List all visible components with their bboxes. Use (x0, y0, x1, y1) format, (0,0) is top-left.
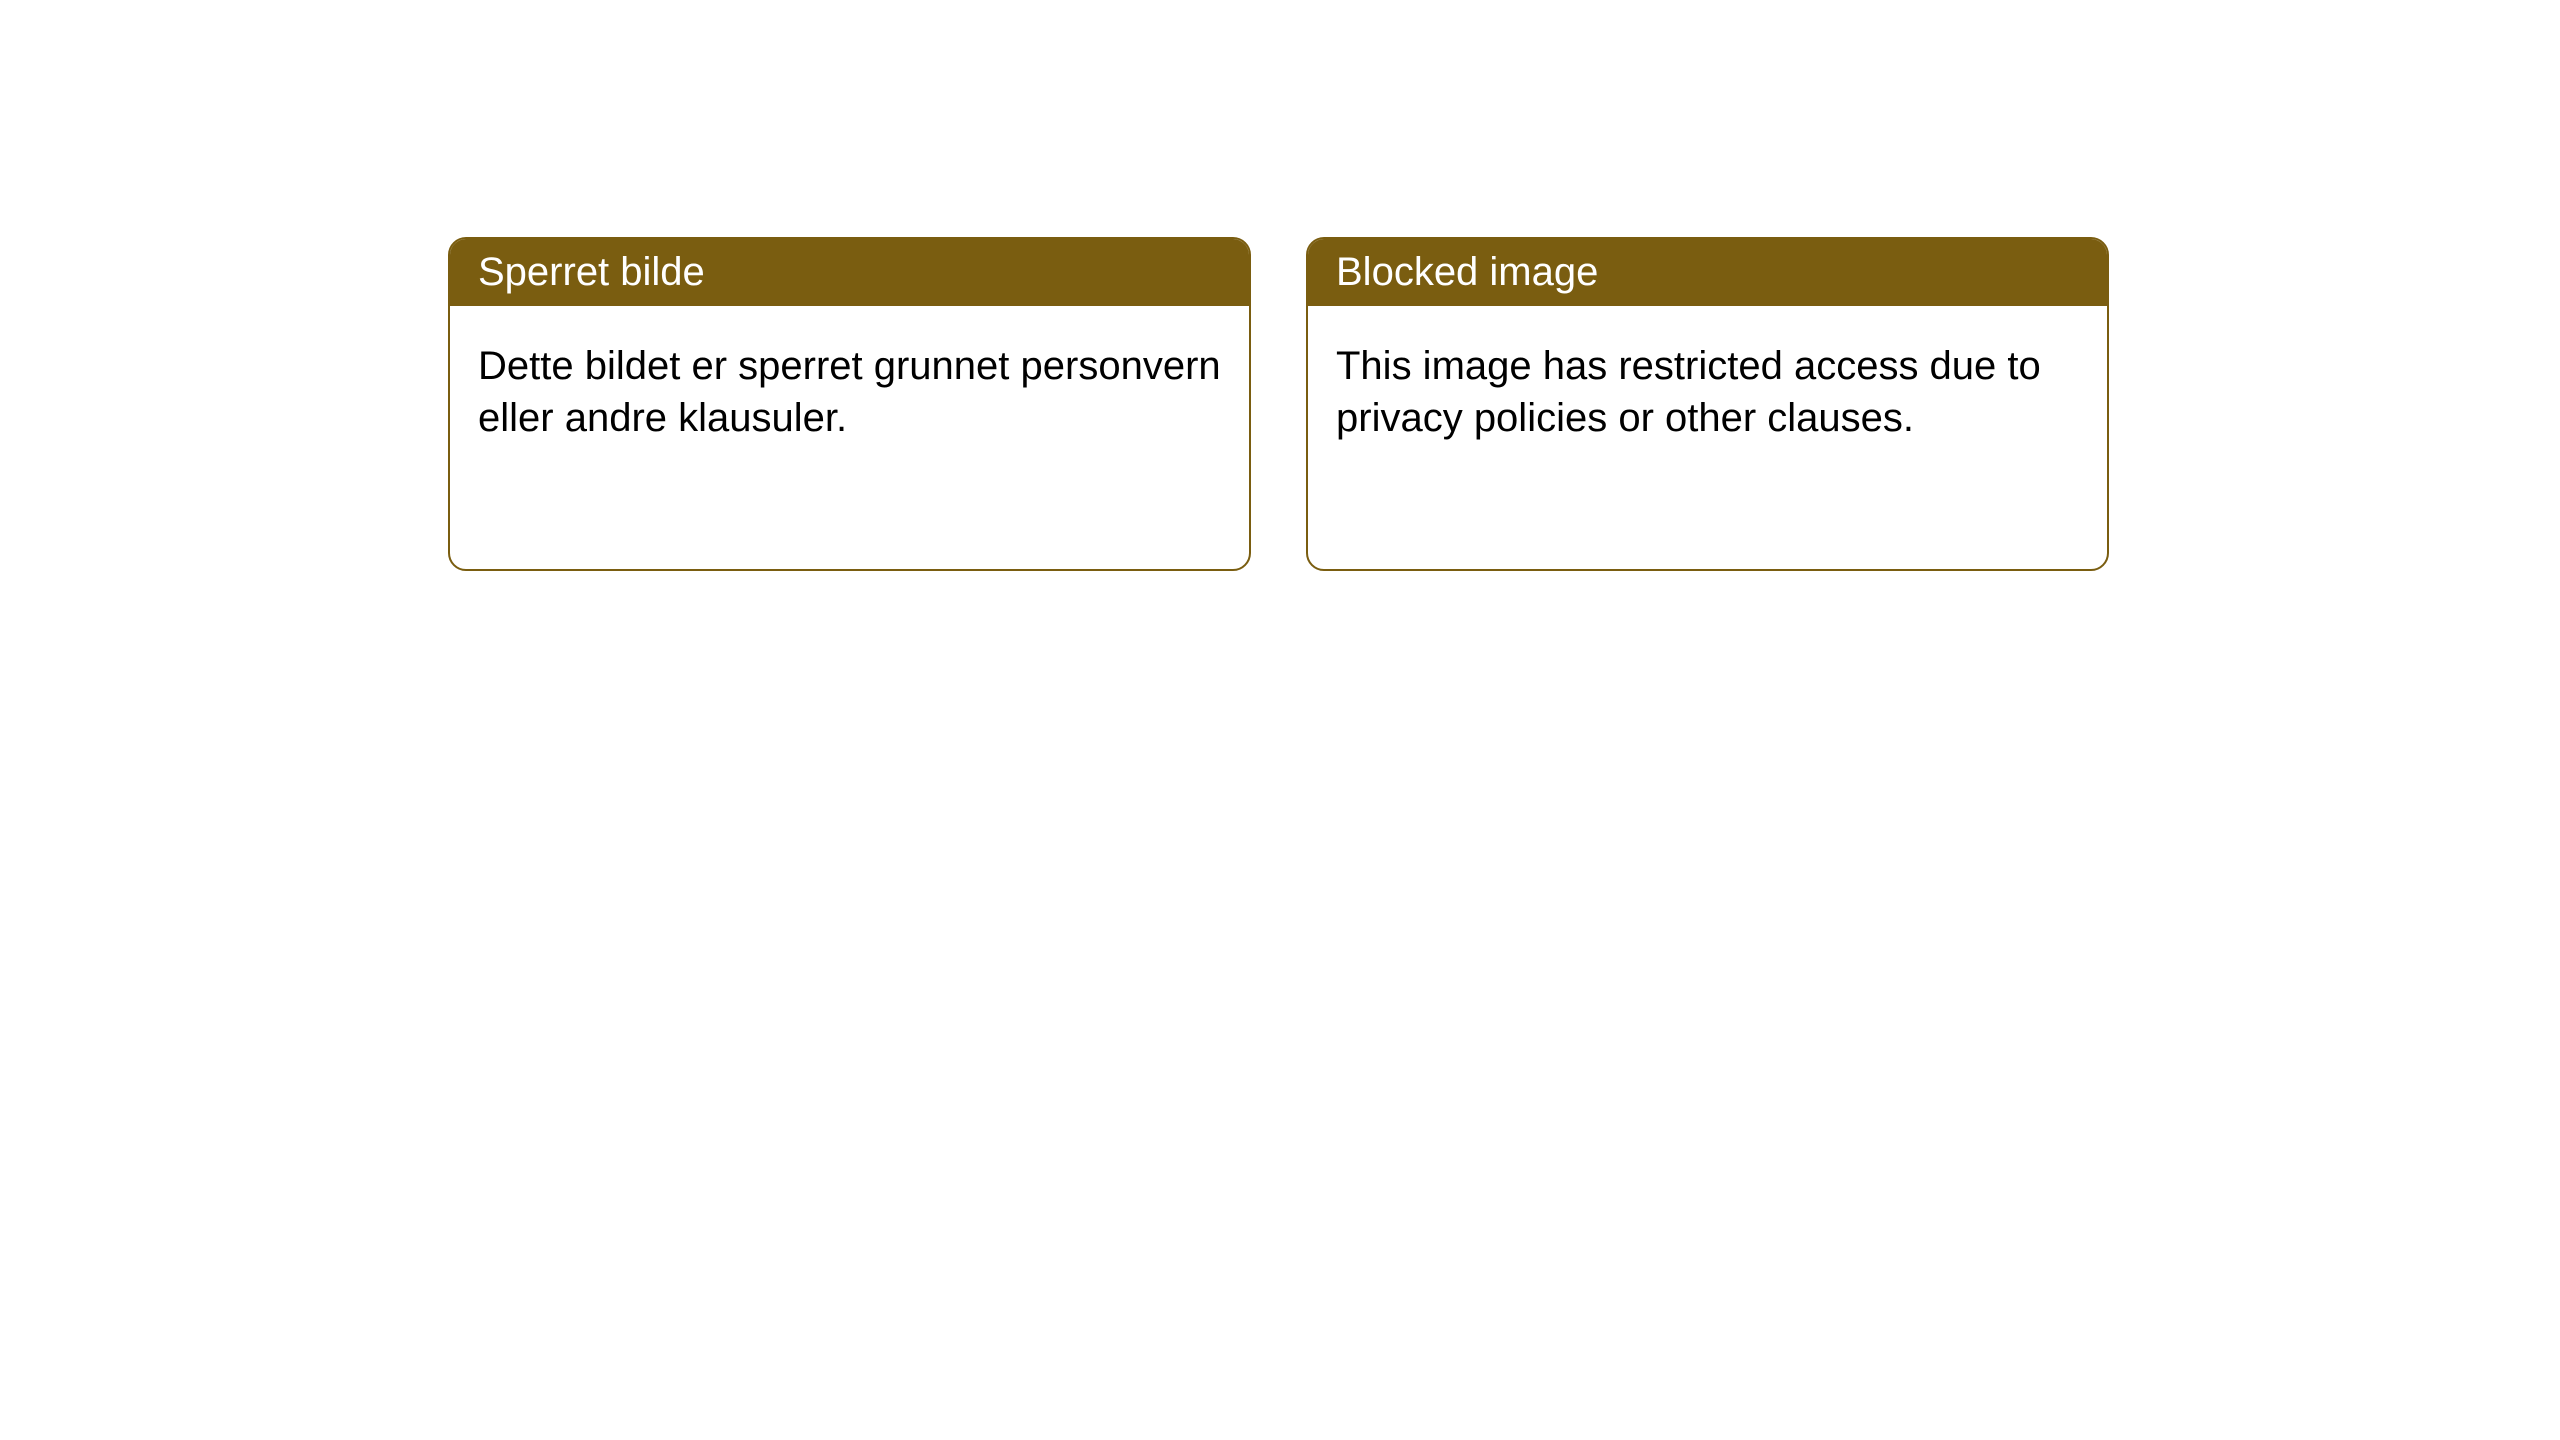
notices-container: Sperret bilde Dette bildet er sperret gr… (448, 237, 2109, 571)
notice-body-english: This image has restricted access due to … (1308, 306, 2107, 478)
notice-card-norwegian: Sperret bilde Dette bildet er sperret gr… (448, 237, 1251, 571)
notice-header-norwegian: Sperret bilde (450, 239, 1249, 306)
notice-body-norwegian: Dette bildet er sperret grunnet personve… (450, 306, 1249, 478)
notice-header-english: Blocked image (1308, 239, 2107, 306)
notice-card-english: Blocked image This image has restricted … (1306, 237, 2109, 571)
